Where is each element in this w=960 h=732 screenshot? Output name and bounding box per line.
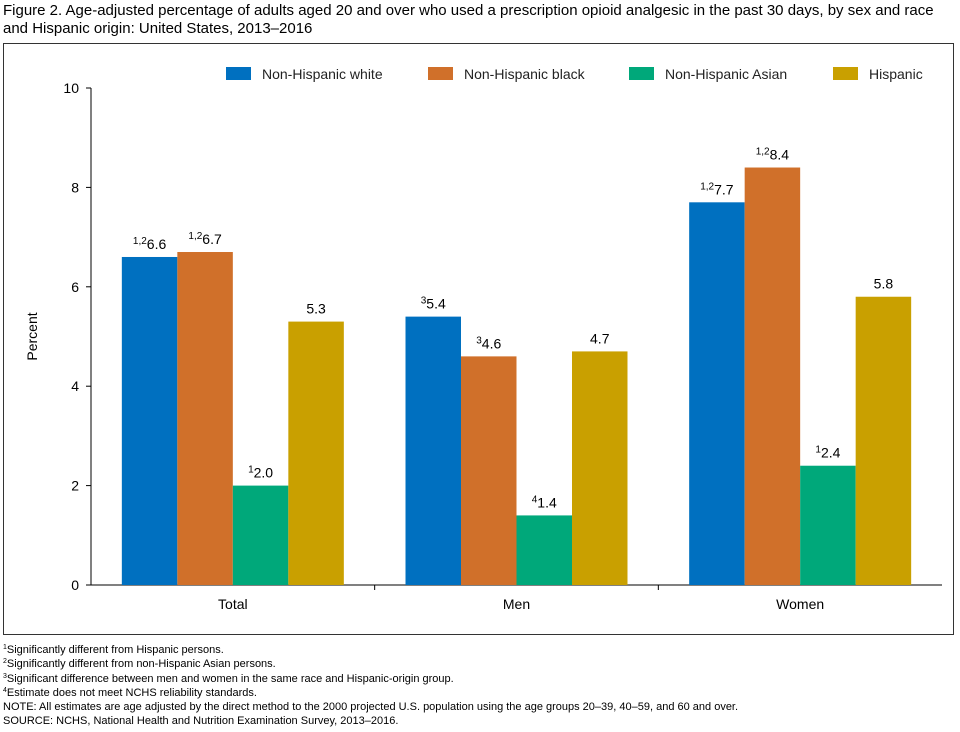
footnote: NOTE: All estimates are age adjusted by … — [3, 700, 738, 714]
y-tick-label: 4 — [71, 378, 79, 394]
data-label: 41.4 — [532, 494, 557, 510]
footnote-text: SOURCE: NCHS, National Health and Nutrit… — [3, 715, 399, 728]
x-tick-label: Men — [503, 596, 530, 612]
y-tick-label: 8 — [71, 179, 79, 195]
legend-swatch — [833, 67, 858, 80]
legend-label: Non-Hispanic white — [262, 66, 383, 82]
data-label: 12.4 — [815, 445, 840, 461]
data-label: 5.3 — [306, 301, 326, 317]
bar — [744, 167, 801, 585]
footnote-mark: 4 — [3, 686, 7, 694]
chart-frame — [3, 43, 954, 635]
y-tick-label: 10 — [63, 80, 79, 96]
bar — [461, 356, 517, 585]
legend-swatch — [428, 67, 453, 80]
footnotes: 1Significantly different from Hispanic p… — [3, 643, 738, 729]
legend-label: Non-Hispanic black — [464, 66, 586, 82]
bar-chart: 0 2 4 6 8 10 Percent Total 1,26.6 1,26.7 12.0 5.3 Me… — [24, 66, 942, 612]
footnote-mark: 1 — [3, 644, 7, 651]
footnote: 2Significantly different from non-Hispan… — [3, 657, 738, 671]
bar — [177, 252, 233, 585]
legend-label: Non-Hispanic Asian — [665, 66, 787, 82]
legend-label: Hispanic — [869, 66, 923, 82]
footnote-mark: 3 — [3, 672, 7, 680]
footnote-text: Estimate does not meet NCHS reliability … — [6, 686, 257, 699]
data-label: 12.0 — [248, 465, 273, 481]
footnote: 1Significantly different from Hispanic p… — [3, 643, 738, 657]
data-label: 4.7 — [590, 330, 610, 346]
bar — [572, 351, 628, 585]
legend-swatch — [226, 67, 251, 80]
data-label: 34.6 — [476, 335, 501, 351]
bar — [232, 485, 289, 585]
legend-swatch — [629, 67, 654, 80]
footnote-text: Significantly different from non-Hispani… — [6, 658, 276, 671]
bar — [855, 296, 912, 585]
footnote-text: Significantly different from Hispanic pe… — [6, 644, 224, 656]
y-tick-label: 6 — [71, 279, 79, 295]
y-tick-label: 2 — [71, 478, 79, 494]
data-label: 1,28.4 — [756, 147, 790, 163]
data-label: 1,26.6 — [133, 236, 167, 252]
y-tick-label: 0 — [71, 577, 79, 593]
bar — [121, 256, 178, 585]
bar — [689, 202, 745, 585]
footnote: 3Significant difference between men and … — [3, 672, 738, 686]
x-tick-label: Women — [776, 596, 824, 612]
data-label: 1,26.7 — [188, 231, 222, 247]
footnote-text: NOTE: All estimates are age adjusted by … — [3, 701, 739, 714]
footnote-text: Significant difference between men and w… — [6, 672, 454, 685]
x-tick-label: Total — [218, 596, 248, 612]
chart-title: Figure 2. Age-adjusted percentage of adu… — [3, 2, 934, 37]
bar — [405, 316, 461, 585]
bar — [288, 321, 344, 585]
footnote: SOURCE: NCHS, National Health and Nutrit… — [3, 714, 738, 728]
footnote-mark: 2 — [3, 658, 7, 666]
bar — [516, 515, 572, 585]
data-label: 1,27.7 — [700, 181, 734, 197]
data-label: 35.4 — [421, 296, 446, 312]
footnote: 4Estimate does not meet NCHS reliability… — [3, 686, 738, 700]
bar — [800, 465, 856, 585]
data-label: 5.8 — [874, 276, 894, 292]
y-axis-label: Percent — [24, 312, 40, 360]
